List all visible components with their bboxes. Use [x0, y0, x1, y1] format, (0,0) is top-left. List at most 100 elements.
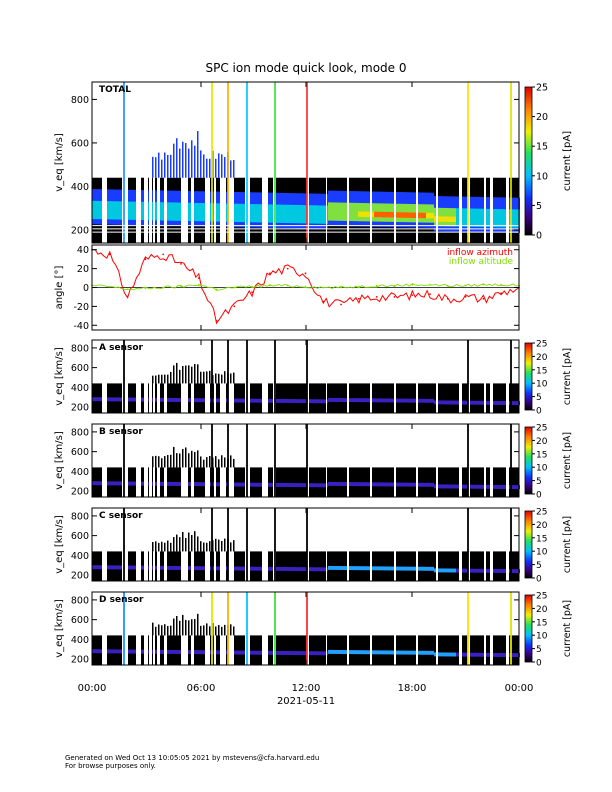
intensity-cell — [114, 481, 116, 486]
data-spike — [306, 340, 308, 413]
intensity-cell — [474, 568, 476, 573]
intensity-cell — [198, 566, 200, 571]
intensity-cell — [516, 569, 518, 574]
intensity-cell — [338, 398, 340, 402]
intensity-cell — [376, 211, 378, 218]
intensity-cell — [252, 650, 254, 655]
fringe-column — [200, 150, 202, 178]
intensity-cell — [256, 650, 258, 655]
intensity-cell — [312, 205, 314, 224]
intensity-cell — [312, 651, 314, 656]
intensity-cell — [462, 484, 464, 489]
intensity-cell — [200, 566, 202, 571]
colorbar-tick-label: 20 — [536, 112, 548, 123]
intensity-cell — [342, 482, 344, 486]
intensity-cell — [362, 211, 364, 217]
fringe-column — [224, 371, 226, 384]
fringe-column — [173, 143, 175, 178]
data-spike — [510, 592, 512, 665]
intensity-cell — [128, 397, 130, 402]
data-point — [180, 285, 182, 288]
data-spike — [306, 592, 308, 665]
data-gap — [214, 466, 216, 497]
intensity-cell — [428, 650, 430, 655]
intensity-cell — [512, 485, 514, 490]
intensity-cell — [504, 209, 506, 228]
intensity-cell — [378, 398, 380, 403]
intensity-cell — [464, 652, 466, 657]
fringe-column — [188, 532, 190, 552]
x-tick-label-1: 06:00 — [187, 683, 216, 694]
data-gap — [102, 550, 107, 581]
intensity-cell — [280, 566, 282, 571]
intensity-cell — [170, 397, 172, 402]
intensity-cell — [444, 216, 446, 222]
y-tick-label: 200 — [71, 571, 89, 582]
fringe-column — [209, 455, 211, 468]
intensity-cell — [200, 202, 202, 222]
intensity-cell — [392, 398, 394, 403]
intensity-cell — [238, 398, 240, 403]
intensity-cell — [130, 565, 132, 570]
panel-total: 200 400 600 800 TOTAL v_eq [km/s] 0 5 10 15 20 25 cu… — [54, 81, 573, 244]
intensity-cell — [194, 398, 196, 403]
intensity-cell — [440, 484, 442, 489]
intensity-cell — [278, 566, 280, 571]
footer-line-2: For browse purposes only. — [65, 762, 156, 770]
intensity-cell — [218, 650, 220, 655]
data-gap — [416, 550, 418, 581]
data-gap — [484, 634, 486, 665]
intensity-cell — [340, 650, 342, 654]
intensity-cell — [478, 208, 480, 227]
intensity-cell — [452, 484, 454, 489]
intensity-cell — [442, 568, 444, 573]
intensity-cell — [376, 398, 378, 403]
intensity-cell — [514, 485, 516, 490]
intensity-cell — [352, 398, 354, 403]
intensity-cell — [282, 398, 284, 403]
intensity-cell — [350, 398, 352, 403]
intensity-cell — [372, 566, 374, 571]
colorbar-gradient — [524, 510, 533, 579]
data-gap — [181, 634, 188, 665]
intensity-cell — [252, 566, 254, 571]
intensity-cell — [454, 568, 456, 573]
intensity-cell — [256, 482, 258, 487]
intensity-cell — [450, 652, 452, 657]
intensity-cell — [242, 203, 244, 223]
intensity-cell — [350, 482, 352, 487]
data-point — [340, 303, 342, 306]
colorbar-tick-label: 25 — [536, 424, 547, 434]
data-gap — [157, 550, 160, 581]
intensity-cell — [332, 649, 334, 654]
intensity-cell — [242, 482, 244, 487]
intensity-cell — [128, 565, 130, 570]
data-gap — [205, 466, 210, 497]
data-point — [108, 285, 111, 288]
intensity-cell — [278, 650, 280, 655]
intensity-cell — [464, 208, 466, 227]
intensity-cell — [304, 651, 306, 656]
intensity-cell — [358, 398, 360, 403]
intensity-cell — [360, 650, 362, 655]
intensity-cell — [496, 652, 498, 657]
intensity-cell — [304, 205, 306, 224]
intensity-cell — [440, 568, 442, 573]
intensity-cell — [392, 566, 394, 571]
data-spike — [274, 592, 276, 665]
intensity-cell — [116, 565, 118, 570]
intensity-cell — [516, 653, 518, 658]
intensity-cell — [424, 398, 426, 403]
intensity-cell — [374, 566, 376, 571]
intensity-cell — [482, 652, 484, 657]
panel-label: A sensor — [99, 343, 144, 353]
intensity-cell — [344, 398, 346, 403]
data-gap — [164, 466, 167, 497]
intensity-cell — [388, 650, 390, 655]
intensity-cell — [392, 482, 394, 487]
intensity-cell — [430, 566, 432, 571]
intensity-cell — [234, 650, 236, 655]
y-tick-label: 800 — [71, 511, 89, 522]
intensity-cell — [494, 568, 496, 573]
fringe-column — [164, 542, 166, 552]
